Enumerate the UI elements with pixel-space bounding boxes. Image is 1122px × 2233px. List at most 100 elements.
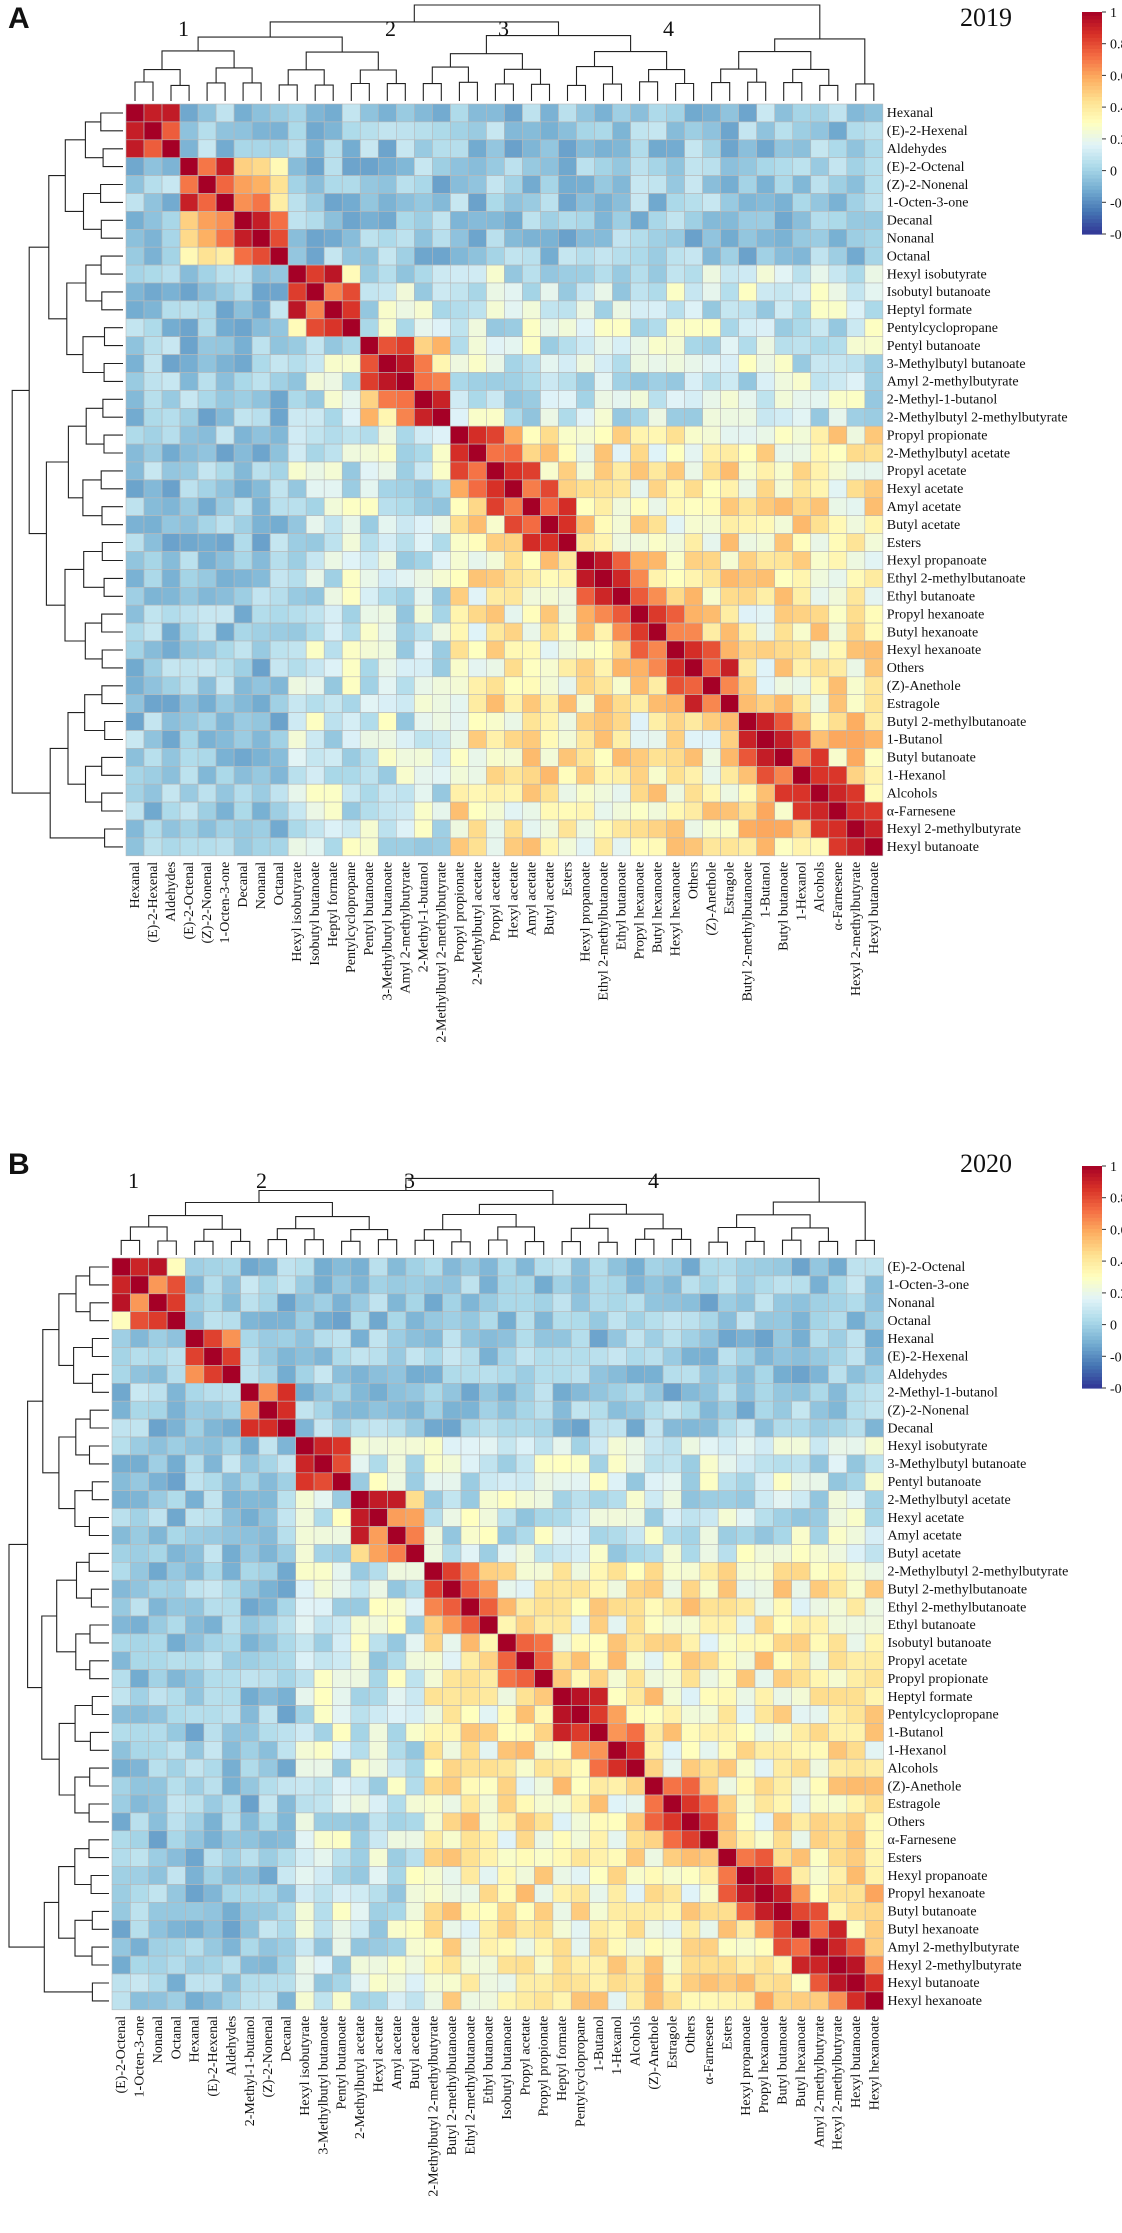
heatmap-cell: [185, 1347, 205, 1366]
heatmap-cell: [702, 658, 721, 678]
heatmap-cell: [313, 1454, 333, 1474]
heatmap-cell: [161, 354, 181, 373]
heatmap-cell: [648, 497, 667, 516]
heatmap-cell: [612, 443, 631, 463]
heatmap-cell: [644, 1705, 664, 1724]
heatmap-cell: [648, 157, 667, 176]
heatmap-cell: [522, 837, 541, 857]
heatmap-cell: [626, 1633, 646, 1653]
heatmap-cell: [540, 765, 559, 785]
heatmap-cell: [486, 748, 505, 767]
heatmap-cell: [166, 1508, 186, 1527]
heatmap-cell: [497, 1723, 517, 1742]
heatmap-cell: [570, 1866, 590, 1885]
heatmap-cell: [736, 1902, 756, 1921]
heatmap-cell: [576, 676, 595, 695]
heatmap-cell: [828, 658, 848, 678]
heatmap-cell: [111, 1902, 131, 1921]
heatmap-cell: [148, 1526, 168, 1545]
heatmap-cell: [534, 1669, 554, 1688]
heatmap-cell: [143, 801, 163, 821]
dendrogram-branch: [91, 1373, 109, 1393]
heatmap-cell: [258, 1436, 278, 1456]
heatmap-cell: [258, 1597, 278, 1617]
heatmap-cell: [287, 604, 307, 624]
dendrogram-branch: [194, 1240, 214, 1255]
heatmap-cell: [215, 425, 235, 445]
heatmap-cell: [395, 336, 415, 355]
heatmap-cell: [630, 748, 649, 767]
heatmap-cell: [432, 658, 451, 678]
heatmap-cell: [143, 300, 163, 320]
heatmap-cell: [774, 211, 794, 230]
heatmap-cell: [166, 1383, 186, 1402]
heatmap-cell: [161, 748, 181, 767]
heatmap-cell: [699, 1383, 719, 1402]
heatmap-cell: [594, 264, 613, 284]
heatmap-cell: [612, 229, 631, 248]
heatmap-cell: [468, 264, 487, 284]
heatmap-cell: [323, 390, 343, 409]
heatmap-cell: [143, 282, 163, 302]
heatmap-cell: [277, 1562, 296, 1581]
heatmap-cell: [179, 336, 199, 355]
heatmap-cell: [125, 157, 145, 176]
heatmap-cell: [810, 533, 830, 552]
colorbar-step: [1082, 200, 1102, 205]
heatmap-cell: [540, 318, 559, 337]
heatmap-cell: [359, 211, 379, 230]
heatmap-cell: [630, 551, 649, 570]
heatmap-cell: [774, 264, 794, 284]
heatmap-cell: [233, 461, 253, 481]
heatmap-cell: [612, 372, 631, 391]
heatmap-cell: [460, 1400, 480, 1420]
heatmap-cell: [864, 1400, 884, 1420]
heatmap-cell: [681, 1937, 701, 1957]
heatmap-cell: [552, 1902, 572, 1921]
heatmap-cell: [148, 1830, 168, 1850]
heatmap-cell: [662, 1562, 682, 1581]
heatmap-cell: [576, 300, 595, 320]
heatmap-cell: [754, 1687, 774, 1706]
heatmap-cell: [846, 1562, 866, 1581]
heatmap-cell: [534, 1579, 554, 1599]
heatmap-cell: [630, 193, 649, 212]
heatmap-cell: [203, 1383, 223, 1402]
heatmap-cell: [570, 1562, 590, 1581]
heatmap-cell: [828, 139, 848, 159]
dendrogram-branch: [88, 1552, 109, 1572]
heatmap-cell: [626, 1687, 646, 1706]
heatmap-cell: [287, 586, 307, 606]
heatmap-cell: [570, 1902, 590, 1921]
heatmap-cell: [756, 193, 776, 212]
heatmap-cell: [497, 1579, 517, 1599]
heatmap-cell: [534, 1973, 554, 1993]
heatmap-cell: [368, 1812, 388, 1832]
heatmap-cell: [570, 1597, 590, 1617]
colorbar-step: [1082, 208, 1102, 213]
heatmap-cell: [240, 1526, 260, 1545]
heatmap-cell: [792, 765, 812, 785]
heatmap-cell: [736, 1257, 756, 1277]
heatmap-cell: [460, 1383, 480, 1402]
heatmap-cell: [589, 1544, 609, 1563]
heatmap-cell: [395, 121, 415, 141]
heatmap-cell: [540, 622, 559, 642]
heatmap-cell: [269, 533, 289, 552]
heatmap-cell: [432, 175, 451, 194]
heatmap-cell: [699, 1508, 719, 1527]
heatmap-cell: [773, 1400, 792, 1420]
heatmap-cell: [594, 515, 613, 534]
heatmap-cell: [215, 551, 235, 570]
heatmap-cell: [377, 676, 397, 695]
heatmap-cell: [792, 533, 812, 552]
heatmap-cell: [515, 1633, 535, 1653]
heatmap-cell: [828, 1705, 848, 1724]
column-label: Hexyl propanoate: [739, 2016, 754, 2116]
dendrogram-branch: [708, 1241, 728, 1255]
heatmap-cell: [295, 1920, 315, 1939]
heatmap-cell: [626, 1490, 646, 1509]
heatmap-cell: [166, 1329, 186, 1348]
heatmap-cell: [332, 1705, 352, 1724]
heatmap-cell: [809, 1866, 829, 1885]
